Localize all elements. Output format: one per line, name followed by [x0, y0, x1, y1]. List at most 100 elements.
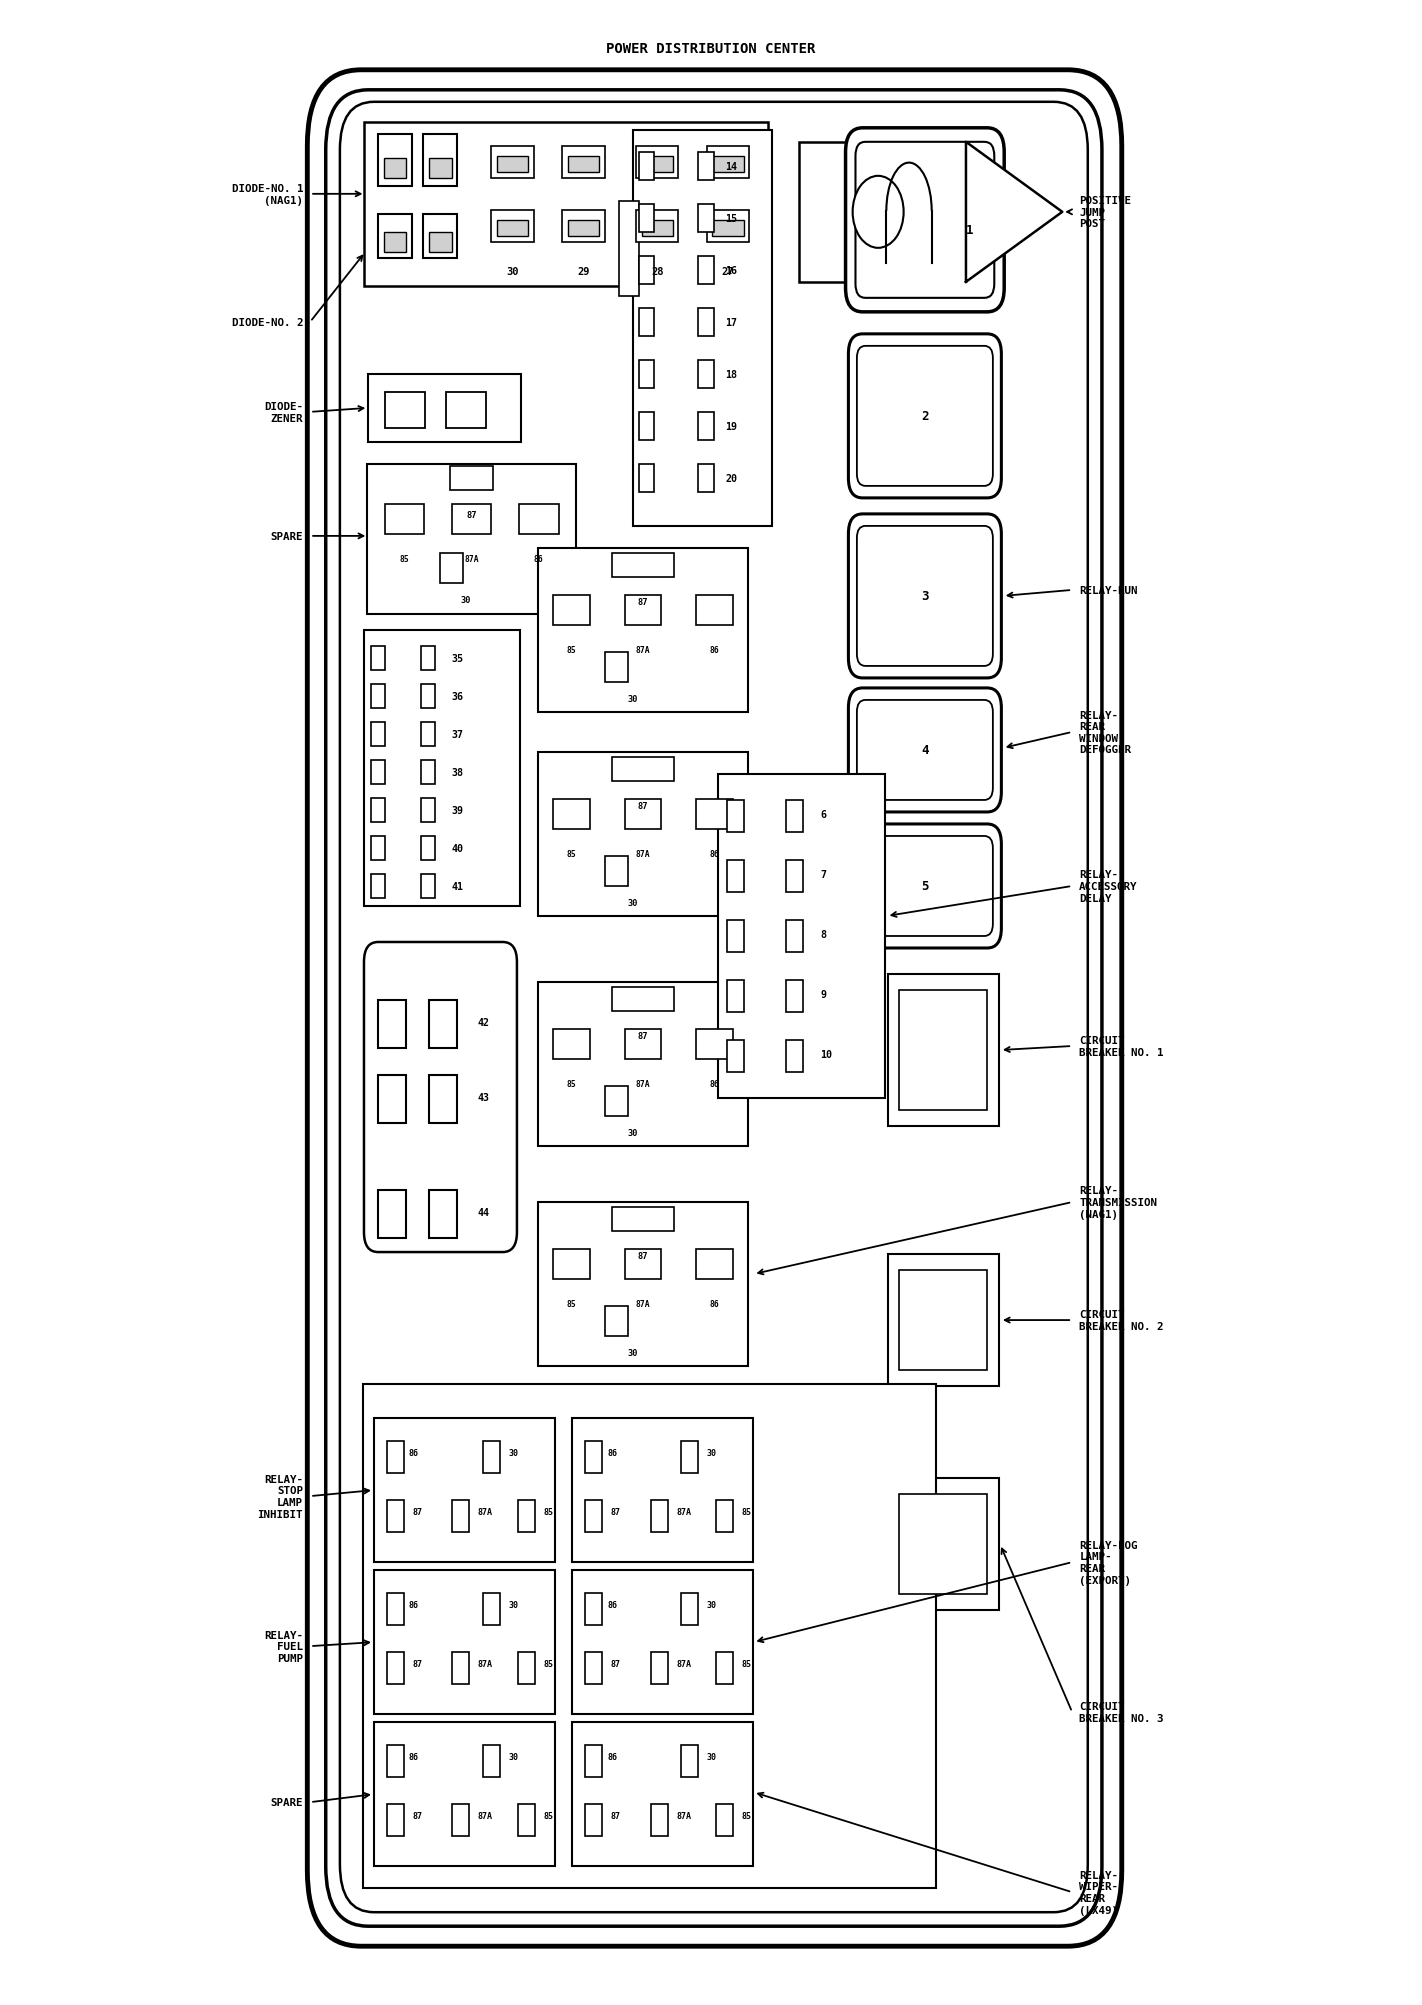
Bar [638, 152, 654, 180]
Bar [698, 361, 714, 389]
Bar [619, 203, 638, 297]
Text: 87A: 87A [677, 1660, 691, 1668]
Bar [606, 1087, 629, 1117]
Text: 87A: 87A [636, 850, 650, 858]
Text: 85: 85 [543, 1811, 553, 1821]
Bar [421, 836, 435, 860]
Bar [498, 221, 529, 237]
Text: 16: 16 [725, 267, 737, 277]
FancyBboxPatch shape [849, 515, 1001, 678]
Text: 30: 30 [627, 1347, 638, 1357]
Bar [567, 156, 599, 172]
Bar [429, 1075, 458, 1123]
Bar [482, 1442, 499, 1474]
Bar [562, 211, 604, 243]
Text: 86: 86 [533, 555, 543, 563]
Text: 14: 14 [725, 162, 737, 172]
Bar [889, 1478, 998, 1610]
Bar [387, 1652, 404, 1684]
Bar [364, 632, 520, 906]
Bar [695, 1249, 732, 1279]
Bar [374, 1418, 555, 1562]
Bar [421, 760, 435, 784]
FancyBboxPatch shape [307, 70, 1122, 1947]
Bar [518, 1500, 535, 1532]
Text: 87A: 87A [478, 1508, 493, 1516]
Bar [707, 211, 749, 243]
FancyBboxPatch shape [857, 700, 993, 800]
Text: 87A: 87A [636, 1299, 650, 1309]
Bar [727, 1041, 744, 1073]
Bar [606, 856, 629, 886]
Bar [384, 233, 407, 253]
Bar [492, 146, 533, 178]
Bar [498, 156, 529, 172]
Bar [636, 211, 678, 243]
Bar [651, 1500, 668, 1532]
Text: 86: 86 [607, 1752, 617, 1760]
Bar [584, 1744, 602, 1776]
Bar [786, 860, 803, 892]
Bar [378, 215, 412, 259]
Bar [586, 1652, 603, 1684]
Bar [638, 257, 654, 285]
Text: 19: 19 [725, 421, 737, 431]
Text: 87: 87 [466, 511, 476, 519]
Text: CIRCUIT
BREAKER NO. 1: CIRCUIT BREAKER NO. 1 [1079, 1037, 1163, 1057]
Bar [681, 1592, 698, 1624]
Text: 30: 30 [509, 1752, 519, 1760]
Bar [363, 1383, 936, 1889]
Bar [638, 413, 654, 441]
Text: 86: 86 [408, 1448, 418, 1458]
FancyBboxPatch shape [857, 527, 993, 666]
Bar [378, 1075, 407, 1123]
Bar [385, 505, 424, 535]
Text: 87: 87 [611, 1508, 621, 1516]
Bar [553, 1249, 590, 1279]
FancyBboxPatch shape [856, 142, 994, 299]
Bar [378, 1191, 407, 1239]
Bar [452, 1652, 469, 1684]
Bar [482, 1744, 499, 1776]
Bar [727, 800, 744, 832]
Circle shape [853, 176, 903, 249]
Text: 87: 87 [412, 1660, 422, 1668]
Bar [367, 465, 576, 616]
Bar [899, 1271, 987, 1369]
Bar [371, 798, 385, 822]
Bar [899, 990, 987, 1111]
Bar [727, 920, 744, 952]
Text: 38: 38 [452, 768, 464, 778]
Text: 30: 30 [707, 1600, 717, 1610]
Bar [641, 221, 673, 237]
Bar [712, 221, 744, 237]
Text: 86: 86 [408, 1752, 418, 1760]
Text: 85: 85 [567, 1081, 576, 1089]
Bar [698, 205, 714, 233]
Bar [368, 375, 522, 443]
Bar [421, 684, 435, 708]
Text: 18: 18 [725, 369, 737, 379]
Bar [482, 1592, 499, 1624]
Bar [712, 156, 744, 172]
Bar [786, 800, 803, 832]
Bar [371, 722, 385, 746]
Bar [421, 798, 435, 822]
Bar [364, 122, 768, 287]
Bar [374, 1570, 555, 1714]
Text: 41: 41 [452, 882, 464, 892]
Bar [718, 774, 886, 1099]
Bar [698, 413, 714, 441]
Bar [562, 146, 604, 178]
Bar [378, 134, 412, 186]
Text: 87: 87 [637, 1031, 648, 1041]
Bar [624, 800, 661, 830]
Bar [633, 130, 772, 527]
Text: 87A: 87A [677, 1508, 691, 1516]
Text: 87: 87 [637, 597, 648, 606]
FancyBboxPatch shape [849, 824, 1001, 948]
Text: 37: 37 [452, 730, 464, 740]
FancyBboxPatch shape [364, 942, 518, 1253]
Bar [572, 1722, 754, 1867]
Text: 1: 1 [966, 223, 973, 237]
